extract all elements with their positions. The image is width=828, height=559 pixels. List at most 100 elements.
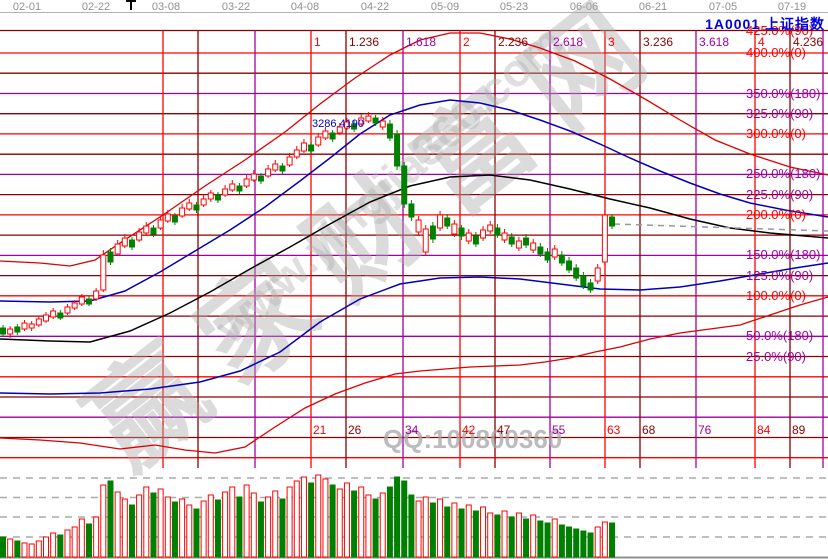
candle-down xyxy=(107,251,114,263)
gann-percent-label: 400.0%(0) xyxy=(746,45,806,60)
candle-down xyxy=(573,267,580,279)
candle-up xyxy=(322,130,329,139)
candle-down xyxy=(0,327,6,335)
date-label: 02-22 xyxy=(81,1,111,13)
candle-down xyxy=(401,165,408,205)
candle-up xyxy=(379,120,386,128)
volume-bar-down xyxy=(401,480,408,558)
candle-up xyxy=(121,237,128,247)
fib-day-count-label: 63 xyxy=(607,423,621,437)
gann-percent-label: 100.0%(0) xyxy=(746,287,806,303)
candle-up xyxy=(365,115,372,122)
volume-bar-down xyxy=(57,534,64,558)
fib-day-count-label: 42 xyxy=(462,423,476,437)
volume-bar-down xyxy=(523,518,530,558)
candle-down xyxy=(444,217,451,227)
date-label: 04-22 xyxy=(360,1,390,13)
volume-bar-down xyxy=(508,516,515,558)
scroll-position-tick-cap xyxy=(126,0,136,2)
candle-down xyxy=(429,225,436,240)
volume-bar-down xyxy=(394,476,401,558)
upper-red-envelope-line xyxy=(0,32,828,267)
candle-up xyxy=(594,267,601,282)
volume-bar-up xyxy=(480,506,487,558)
date-label: 06-21 xyxy=(638,1,668,13)
gann-percent-label: 350.0%(180) xyxy=(746,85,821,101)
volume-bar-up xyxy=(7,538,14,558)
candle-down xyxy=(494,227,501,236)
volume-bar-up xyxy=(200,500,207,558)
candle-down xyxy=(408,203,415,218)
candle-up xyxy=(229,183,236,191)
volume-bar-up xyxy=(322,478,329,558)
gann-percent-label: 125.0%(90) xyxy=(746,267,814,283)
candle-up xyxy=(200,198,207,206)
fib-day-count-label: 68 xyxy=(642,423,656,437)
volume-bar-down xyxy=(494,514,501,558)
volume-bar-up xyxy=(515,512,522,558)
candle-down xyxy=(85,298,92,305)
fib-ratio-label: 1.236 xyxy=(349,35,380,49)
volume-bar-up xyxy=(594,526,601,558)
volume-bar-up xyxy=(379,492,386,558)
candle-up xyxy=(343,121,350,129)
lower-red-envelope-line xyxy=(0,296,828,454)
candle-up xyxy=(501,232,508,241)
scroll-position-tick[interactable] xyxy=(130,0,132,10)
date-axis-separator xyxy=(0,12,828,13)
lower-blue-ma-line xyxy=(0,262,828,395)
volume-bar-up xyxy=(487,512,494,558)
candle-up xyxy=(136,231,143,241)
volume-bar-up xyxy=(272,490,279,558)
fib-day-count-label: 76 xyxy=(698,423,712,437)
candle-down xyxy=(544,251,551,261)
volume-bar-up xyxy=(100,484,107,558)
last-close-dashed-line xyxy=(613,223,828,232)
candle-up xyxy=(21,322,28,330)
volume-bar-down xyxy=(537,520,544,558)
volume-bar-up xyxy=(186,504,193,558)
candle-down xyxy=(386,123,393,139)
candle-down xyxy=(308,144,315,152)
date-label: 07-05 xyxy=(708,1,738,13)
volume-bar-down xyxy=(128,504,135,558)
volume-bar-down xyxy=(544,522,551,558)
volume-bar-down xyxy=(214,499,221,558)
date-label: 03-22 xyxy=(221,1,251,13)
fib-day-count-label: 55 xyxy=(552,423,566,437)
candle-up xyxy=(551,248,558,258)
volume-bar-down xyxy=(329,484,336,558)
fib-ratio-label: 3.236 xyxy=(643,35,674,49)
volume-series xyxy=(0,474,616,558)
volume-bar-up xyxy=(35,540,42,558)
upper-blue-ma-line xyxy=(0,99,828,303)
volume-bar-up xyxy=(114,491,121,558)
candle-up xyxy=(93,290,100,300)
candle-up xyxy=(179,207,186,217)
candle-up xyxy=(300,142,307,152)
gann-percent-label: 300.0%(0) xyxy=(746,125,806,141)
volume-bar-down xyxy=(580,530,587,558)
candle-down xyxy=(214,194,221,201)
volume-bar-up xyxy=(93,516,100,558)
candle-up xyxy=(78,296,85,305)
volume-bar-down xyxy=(472,510,479,558)
volume-bar-up xyxy=(121,498,128,558)
volume-bar-down xyxy=(429,502,436,558)
candle-down xyxy=(508,236,515,245)
fib-day-count-label: 26 xyxy=(348,423,362,437)
candle-up xyxy=(487,224,494,232)
candle-up xyxy=(530,242,537,251)
fib-ratio-label: 4 xyxy=(758,35,765,49)
candle-down xyxy=(394,133,401,167)
candle-up xyxy=(50,310,57,318)
volume-bar-down xyxy=(458,508,465,558)
candle-up xyxy=(35,318,42,326)
volume-bar-down xyxy=(444,506,451,558)
fib-day-count-label: 34 xyxy=(405,423,419,437)
date-label: 07-19 xyxy=(777,1,807,13)
volume-bar-up xyxy=(64,529,71,558)
gann-percent-label: 325.0%(90) xyxy=(746,105,814,121)
